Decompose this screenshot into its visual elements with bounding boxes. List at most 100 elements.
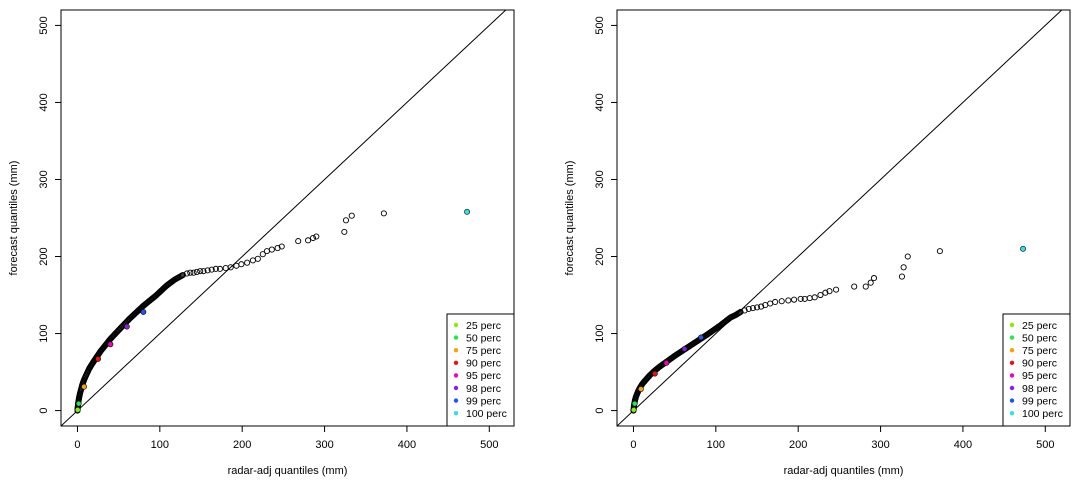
quantile-point [197,268,204,275]
quantile-point [342,217,350,224]
quantile-point [380,210,387,217]
legend-label: 50 perc [1022,332,1057,344]
plot-frame [616,9,1071,427]
y-tick-label: 100 [38,324,50,342]
y-tick-label: 300 [594,170,606,188]
quantile-points [74,210,387,414]
x-tick-label: 400 [398,439,416,451]
quantile-point [758,303,765,310]
y-tick-label: 0 [594,408,606,414]
legend-marker [453,398,459,403]
percentile-point [75,400,82,407]
y-axis-label: forecast quantiles (mm) [8,161,20,276]
quantile-point [309,234,317,242]
quantile-point [797,295,804,302]
percentile-point [681,346,688,352]
y-tick-label: 500 [38,16,50,34]
quantile-point [778,298,785,305]
quantile-point [274,244,281,252]
quantile-point [898,273,906,280]
quantile-point [233,262,240,269]
x-tick-label: 300 [871,439,889,451]
percentile-point [81,383,87,390]
quantile-point [806,295,813,302]
legend-label: 90 perc [466,358,501,370]
quantile-point [193,268,200,275]
legend-marker [453,322,459,328]
legend-marker [1009,322,1015,328]
legend-marker [1009,373,1015,378]
quantile-point [208,266,215,273]
quantile-point [785,297,792,304]
y-axis-label: forecast quantiles (mm) [564,161,576,276]
legend-marker [1009,335,1015,340]
x-tick-label: 300 [315,439,333,451]
legend-label: 25 perc [466,320,501,332]
quantile-point [867,279,874,286]
legend-label: 99 perc [1022,395,1057,407]
quantile-point [212,265,219,272]
legend-label: 50 perc [466,332,501,344]
quantile-point [791,296,798,303]
quantile-point [259,251,266,258]
legend-marker [453,360,459,365]
quantile-point [826,288,833,295]
x-tick-label: 500 [480,439,498,451]
quantile-point [904,253,911,260]
quantile-point [204,267,211,274]
quantile-points [630,248,943,414]
quantile-point [249,257,256,264]
quantile-point [341,228,348,235]
y-tick-label: 500 [594,16,606,34]
quantile-point [179,271,186,279]
x-tick-label: 400 [954,439,972,451]
quantile-point [817,291,824,299]
legend-label: 90 perc [1022,358,1057,370]
quantile-point [851,283,858,290]
quantile-point [749,305,756,312]
legend-box [1002,313,1071,427]
quantile-point [870,275,878,282]
percentile-point [123,323,130,330]
quantile-point [278,243,285,250]
legend-label: 99 perc [466,395,501,407]
quantile-point [833,286,840,293]
y-tick-label: 400 [38,93,50,111]
percentile-point [95,356,101,362]
quantile-point [822,289,829,296]
plot-area [61,10,507,426]
x-tick-label: 200 [789,439,807,451]
plot-area [617,10,1063,426]
quantile-point [222,265,229,272]
quantile-point [811,294,818,301]
legend-label: 25 perc [1022,320,1057,332]
quantile-point [183,270,191,277]
quantile-point [305,237,312,244]
legend-label: 98 perc [1022,383,1057,395]
y-tick-label: 100 [594,324,606,342]
legend-marker [1009,360,1015,365]
percentile-point [74,406,81,413]
quantile-point [737,308,744,316]
legend-marker [453,335,459,340]
legend-marker [453,385,459,391]
quantile-point [268,246,275,253]
legend-marker [453,348,459,353]
plot-frame [60,9,515,427]
quantile-point [745,305,752,312]
x-axis-label: radar-adj quantiles (mm) [784,465,904,477]
x-tick-label: 200 [233,439,251,451]
quantile-point [238,261,245,268]
quantile-point [263,248,270,255]
legend-label: 75 perc [1022,345,1057,357]
quantile-point [216,265,224,272]
quantile-point [753,304,761,311]
legend-label: 100 perc [1022,408,1063,420]
percentile-point [107,341,114,348]
percentile-point [698,334,704,341]
percentile-point [630,406,637,413]
legend-label: 95 perc [1022,370,1057,382]
